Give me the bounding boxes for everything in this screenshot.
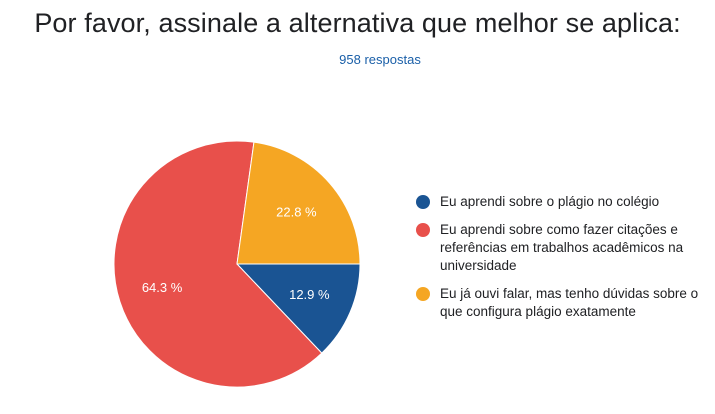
pie-slice-universidade[interactable] (113, 140, 323, 388)
slice-label-colegio: 12.9 % (289, 287, 330, 302)
legend-label: Eu aprendi sobre como fazer citações e r… (440, 222, 684, 273)
pie-slice-duvidas[interactable] (236, 141, 361, 265)
pie-slice-colegio[interactable] (235, 263, 361, 354)
legend-dot-icon (416, 223, 430, 237)
slice-label-duvidas: 22.8 % (276, 204, 317, 219)
chart-title: Por favor, assinale a alternativa que me… (34, 8, 681, 38)
legend-item-duvidas[interactable]: Eu já ouvi falar, mas tenho dúvidas sobr… (416, 285, 706, 321)
response-count: 958 respostas (339, 52, 421, 67)
legend-dot-icon (416, 287, 430, 301)
legend-label: Eu já ouvi falar, mas tenho dúvidas sobr… (440, 286, 699, 319)
chart-legend: Eu aprendi sobre o plágio no colégio Eu … (416, 193, 706, 331)
slice-label-universidade: 64.3 % (142, 280, 183, 295)
legend-label: Eu aprendi sobre o plágio no colégio (440, 194, 660, 209)
legend-dot-icon (416, 195, 430, 209)
legend-item-universidade[interactable]: Eu aprendi sobre como fazer citações e r… (416, 221, 706, 275)
legend-item-colegio[interactable]: Eu aprendi sobre o plágio no colégio (416, 193, 706, 211)
